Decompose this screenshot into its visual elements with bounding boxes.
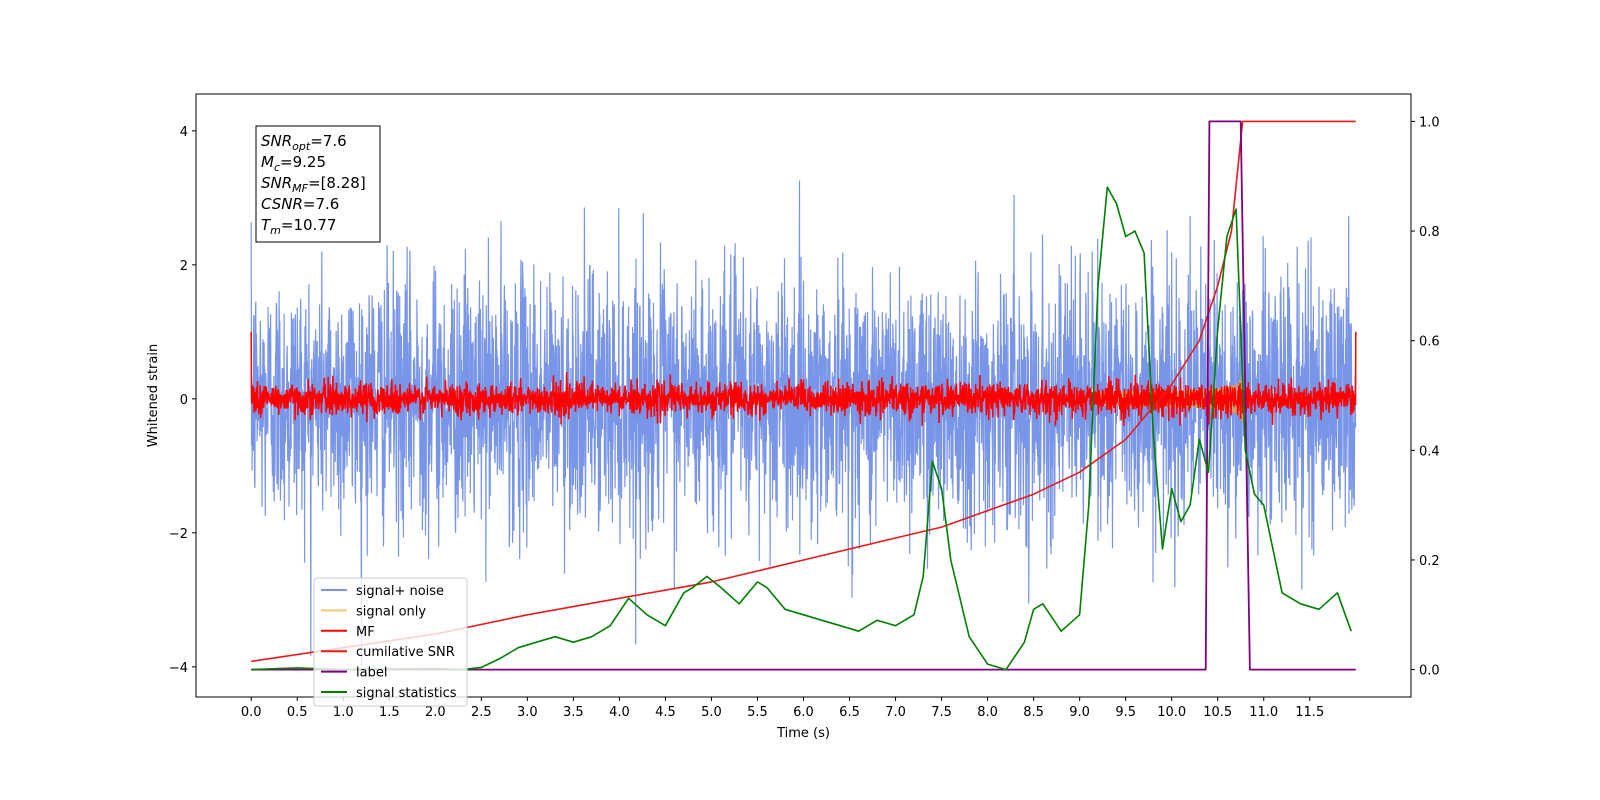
x-tick-label: 0.0: [241, 705, 262, 720]
x-tick-label: 9.0: [1069, 705, 1090, 720]
y-left-tick-label: −4: [169, 661, 188, 676]
x-tick-label: 5.5: [747, 705, 768, 720]
x-axis-ticks: 0.0 0.5 1.0 1.5 2.0 2.5 3.0 3.5 4.0 4.5 5.0 5.5 6.0 6…: [241, 697, 1324, 720]
info-value: =7.6: [310, 132, 346, 150]
info-line: CSNR=7.6: [261, 195, 339, 213]
info-value: =7.6: [303, 195, 339, 213]
info-symbol: SNR: [261, 132, 292, 150]
x-tick-label: 11.5: [1295, 705, 1324, 720]
x-tick-label: 10.5: [1203, 705, 1232, 720]
y-left-tick-label: 2: [180, 259, 188, 274]
series-label-line: [251, 120, 1356, 671]
info-symbol: SNR: [261, 174, 292, 192]
info-value: =[8.28]: [308, 174, 366, 192]
info-box-frame: [255, 125, 381, 243]
x-tick-label: 6.0: [793, 705, 814, 720]
info-line: Mc=9.25: [261, 153, 326, 174]
info-line: SNRopt=7.6: [261, 132, 347, 153]
y-left-tick-label: 4: [180, 125, 188, 140]
y-right-tick-label: 0.6: [1419, 335, 1440, 350]
info-symbol: CSNR: [261, 195, 303, 213]
plot-area: [250, 120, 1357, 671]
x-tick-label: 11.0: [1249, 705, 1278, 720]
x-tick-label: 4.5: [655, 705, 676, 720]
x-tick-label: 2.0: [425, 705, 446, 720]
x-tick-label: 3.0: [517, 705, 538, 720]
x-tick-label: 0.5: [287, 705, 308, 720]
info-subscript: c: [274, 161, 280, 174]
series-mf-line: [250, 331, 1357, 426]
y-axis-right-ticks: 0.0 0.2 0.4 0.6 0.8 1.0: [1411, 115, 1440, 679]
info-value: =10.77: [281, 216, 337, 234]
legend-label: signal+ noise: [356, 584, 444, 599]
info-subscript: opt: [292, 140, 311, 153]
info-symbol: M: [261, 153, 274, 171]
x-tick-label: 7.5: [931, 705, 952, 720]
y-right-tick-label: 0.0: [1419, 664, 1440, 679]
x-tick-label: 6.5: [839, 705, 860, 720]
legend: signal+ noise signal only MF cumilative SNR…: [313, 577, 468, 707]
legend-label: MF: [356, 625, 375, 640]
x-tick-label: 3.5: [563, 705, 584, 720]
legend-label: label: [356, 666, 387, 681]
info-box: SNRopt=7.6Mc=9.25SNRMF=[8.28]CSNR=7.6Tm=…: [255, 125, 381, 243]
series-signal-statistics-line: [251, 186, 1352, 671]
x-tick-label: 8.0: [977, 705, 998, 720]
x-axis-label: Time (s): [776, 726, 830, 741]
y-axis-label: Whitened strain: [146, 344, 161, 447]
x-tick-label: 4.0: [609, 705, 630, 720]
y-left-tick-label: −2: [169, 527, 188, 542]
info-line: Tm=10.77: [261, 216, 336, 237]
x-tick-label: 2.5: [471, 705, 492, 720]
legend-frame: [313, 577, 468, 707]
info-symbol: T: [261, 216, 272, 234]
x-tick-label: 1.5: [379, 705, 400, 720]
series-cumulative-snr-line: [251, 120, 1356, 663]
y-right-tick-label: 0.4: [1419, 444, 1440, 459]
y-right-tick-label: 0.2: [1419, 554, 1440, 569]
x-tick-label: 9.5: [1115, 705, 1136, 720]
x-tick-label: 10.0: [1157, 705, 1186, 720]
y-right-tick-label: 0.8: [1419, 225, 1440, 240]
info-value: =9.25: [280, 153, 326, 171]
legend-label: signal statistics: [356, 686, 457, 701]
legend-label: cumilative SNR: [356, 645, 455, 660]
info-subscript: MF: [292, 182, 308, 195]
info-line: SNRMF=[8.28]: [261, 174, 366, 195]
x-tick-label: 7.0: [885, 705, 906, 720]
x-tick-label: 8.5: [1023, 705, 1044, 720]
series-signal-noise-line: [250, 180, 1357, 666]
info-subscript: m: [270, 224, 281, 237]
y-axis-left-ticks: −4 −2 0 2 4: [169, 125, 196, 676]
y-left-tick-label: 0: [180, 393, 188, 408]
x-tick-label: 5.0: [701, 705, 722, 720]
x-tick-label: 1.0: [333, 705, 354, 720]
legend-label: signal only: [356, 604, 426, 619]
y-right-tick-label: 1.0: [1419, 115, 1440, 130]
